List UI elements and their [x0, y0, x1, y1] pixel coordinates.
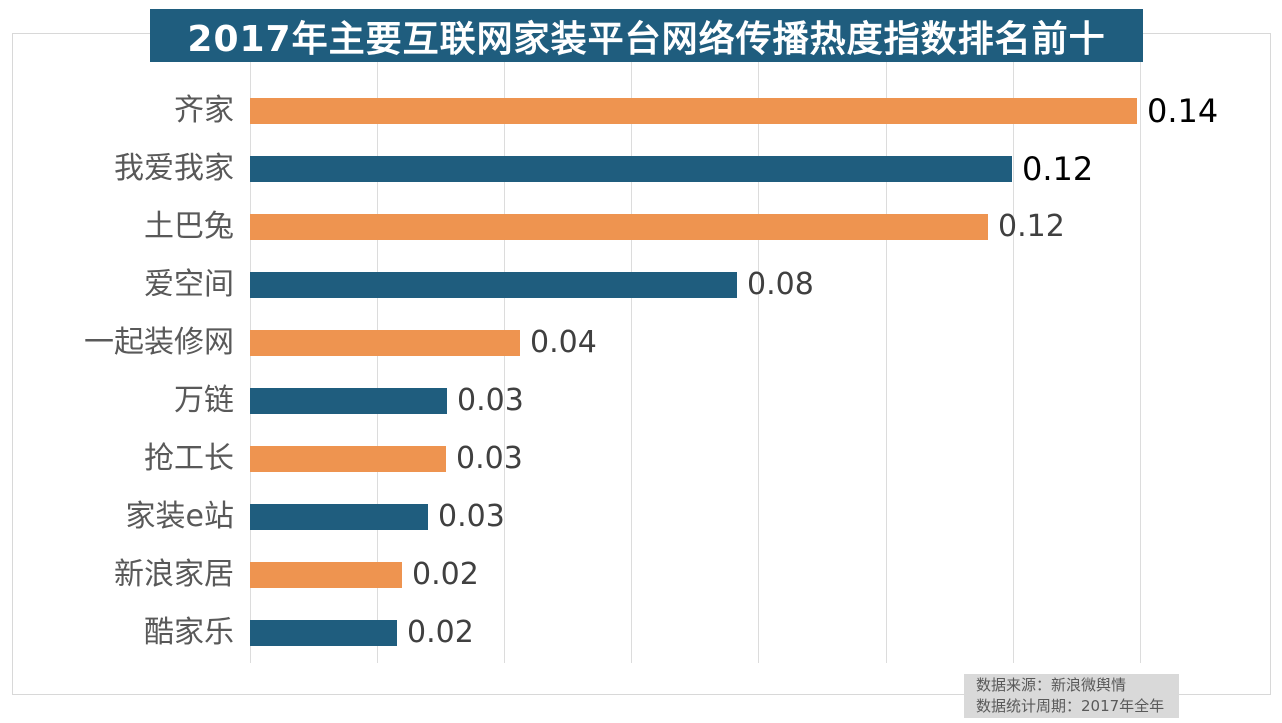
category-label: 爱空间	[144, 267, 234, 302]
gridline	[758, 62, 759, 663]
category-label: 新浪家居	[114, 557, 234, 592]
bar	[250, 620, 397, 646]
data-period-line: 数据统计周期：2017年全年	[976, 697, 1165, 715]
gridline	[1013, 62, 1014, 663]
value-label: 0.02	[407, 615, 474, 650]
bar	[250, 388, 447, 414]
value-label: 0.04	[530, 325, 597, 360]
value-label: 0.14	[1147, 92, 1219, 130]
source-note: 数据来源：新浪微舆情 数据统计周期：2017年全年	[964, 674, 1179, 718]
bar	[250, 504, 428, 530]
category-label: 土巴兔	[144, 209, 234, 244]
gridline	[886, 62, 887, 663]
gridline	[504, 62, 505, 663]
category-label: 我爱我家	[114, 151, 234, 186]
value-label: 0.12	[1022, 150, 1094, 188]
value-label: 0.12	[998, 209, 1065, 244]
category-label: 酷家乐	[144, 615, 234, 650]
category-label: 抢工长	[144, 441, 234, 476]
gridline	[1140, 62, 1141, 663]
gridline	[250, 62, 251, 663]
bar	[250, 272, 737, 298]
bar	[250, 330, 520, 356]
gridline	[631, 62, 632, 663]
data-source-line: 数据来源：新浪微舆情	[976, 676, 1127, 694]
chart-title: 2017年主要互联网家装平台网络传播热度指数排名前十	[150, 9, 1143, 62]
bar	[250, 562, 402, 588]
value-label: 0.03	[456, 441, 523, 476]
gridline	[377, 62, 378, 663]
value-label: 0.03	[438, 499, 505, 534]
value-label: 0.08	[747, 267, 814, 302]
category-label: 齐家	[174, 93, 234, 128]
value-label: 0.02	[412, 557, 479, 592]
value-label: 0.03	[457, 383, 524, 418]
category-label: 一起装修网	[84, 325, 234, 360]
bar	[250, 214, 988, 240]
category-label: 家装e站	[125, 499, 234, 534]
chart-outer-border	[12, 33, 1271, 695]
bar	[250, 156, 1012, 182]
category-label: 万链	[174, 383, 234, 418]
bar	[250, 98, 1137, 124]
bar	[250, 446, 446, 472]
